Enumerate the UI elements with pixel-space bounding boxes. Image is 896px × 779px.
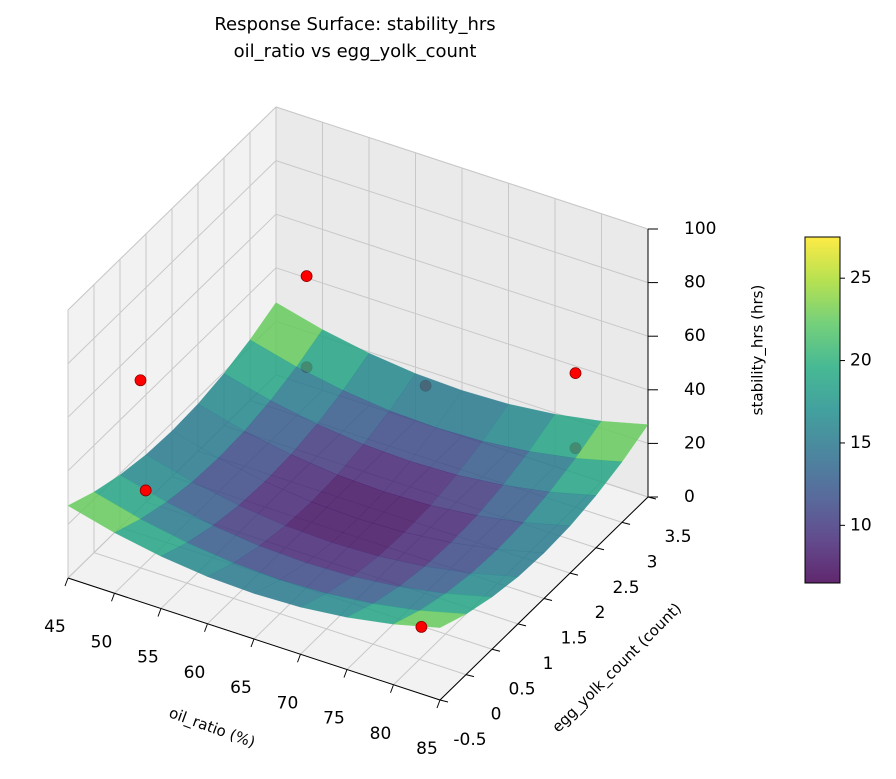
x-axis-label: oil_ratio (%) [166, 704, 257, 753]
z-tick-label: 20 [684, 433, 706, 453]
y-tick-label: 2.5 [612, 578, 639, 598]
grid-line [67, 267, 277, 472]
data-point [569, 367, 582, 380]
x-tick-label: 45 [44, 617, 66, 637]
x-tick-label: 75 [323, 709, 345, 729]
colorbar-tick-label: 15 [850, 433, 872, 453]
axis-line [439, 496, 649, 701]
y-tick-label: 0 [491, 705, 502, 725]
chart-title: Response Surface: stability_hrs [214, 14, 495, 35]
colorbar-tick-label: 20 [850, 351, 872, 371]
x-tick-label: 85 [416, 739, 438, 759]
colorbar-tick-label: 10 [850, 515, 872, 535]
tick-mark [343, 669, 348, 678]
y-tick-label: 1 [543, 654, 554, 674]
y-tick-label: 3.5 [664, 527, 691, 547]
tick-mark [517, 623, 527, 627]
z-tick-label: 100 [684, 219, 716, 239]
data-point [300, 270, 313, 283]
grid-line [67, 213, 277, 418]
z-tick-label: 80 [684, 273, 706, 293]
colorbar-tick-label: 25 [850, 268, 872, 288]
x-tick-label: 65 [230, 678, 252, 698]
z-axis-label: stability_hrs (hrs) [749, 285, 768, 416]
axis-line [67, 577, 441, 701]
grid-line [67, 160, 277, 364]
grid-line [275, 213, 649, 337]
tick-mark [621, 521, 631, 525]
tick-mark [595, 547, 605, 551]
x-tick-label: 80 [370, 724, 392, 744]
z-tick-label: 60 [684, 326, 706, 346]
y-tick-label: 0.5 [508, 679, 535, 699]
tick-mark [569, 572, 579, 576]
tick-mark [465, 674, 475, 678]
x-tick-label: 50 [91, 632, 113, 652]
tick-mark [491, 648, 501, 652]
tick-mark [436, 699, 441, 709]
y-tick-label: 2 [595, 603, 606, 623]
y-tick-label: 3 [647, 552, 658, 572]
grid-line [275, 106, 649, 230]
data-point [134, 374, 147, 387]
data-point [415, 621, 428, 633]
colorbar [804, 236, 841, 584]
tick-mark [297, 654, 301, 663]
chart-subtitle: oil_ratio vs egg_yolk_count [234, 41, 477, 62]
tick-mark [204, 623, 208, 632]
tick-mark [390, 684, 394, 693]
y-tick-label: 1.5 [560, 629, 587, 649]
tick-mark [250, 638, 255, 648]
data-point [139, 484, 152, 497]
z-tick-label: 40 [684, 380, 706, 400]
x-tick-label: 70 [277, 693, 299, 713]
tick-mark [64, 577, 69, 587]
z-tick-label: 0 [684, 487, 695, 507]
tick-mark [111, 593, 115, 602]
tick-mark [439, 699, 449, 703]
grid-line [67, 106, 277, 311]
grid-line [275, 267, 649, 391]
tick-mark [157, 608, 162, 617]
x-tick-label: 55 [137, 648, 159, 668]
y-tick-label: -0.5 [453, 730, 486, 750]
grid-line [275, 160, 649, 284]
y-axis-label: egg_yolk_count (count) [548, 599, 685, 736]
x-tick-label: 60 [184, 663, 206, 683]
tick-mark [543, 598, 553, 601]
grid-line [93, 552, 467, 676]
